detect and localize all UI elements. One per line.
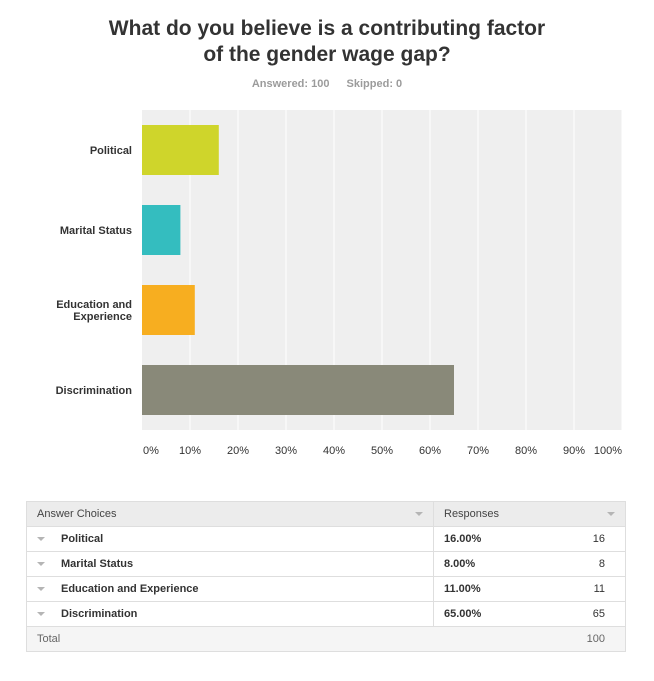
answer-label: Marital Status [61, 558, 134, 570]
count-cell: 16 [592, 533, 605, 545]
count-cell: 8 [598, 558, 605, 570]
chart-title-line-2: of the gender wage gap? [203, 43, 451, 66]
category-label: Political [90, 145, 132, 157]
x-tick-label: 100% [594, 445, 622, 457]
answer-choices-header-label: Answer Choices [37, 508, 117, 520]
percent-cell: 11.00% [433, 577, 521, 601]
expand-caret-icon[interactable] [37, 537, 45, 541]
x-tick-label: 60% [419, 445, 441, 457]
answer-choices-header[interactable]: Answer Choices [27, 502, 433, 526]
x-tick-label: 80% [515, 445, 537, 457]
answer-cell: Discrimination [27, 602, 433, 626]
table-row: Political 16.00% 16 [27, 526, 625, 551]
table-row: Education and Experience 11.00% 11 [27, 576, 625, 601]
table-row: Marital Status 8.00% 8 [27, 551, 625, 576]
bar [142, 205, 181, 255]
answer-cell: Education and Experience [27, 577, 433, 601]
skipped-count: Skipped: 0 [346, 78, 403, 90]
x-tick-label: 90% [563, 445, 585, 457]
table-header-row: Answer Choices Responses [27, 502, 625, 526]
bar [142, 285, 195, 335]
total-label: Total [37, 633, 61, 645]
x-tick-label: 70% [467, 445, 489, 457]
category-label: Education and Experience [56, 299, 132, 323]
x-tick-label: 10% [179, 445, 201, 457]
responses-header-label: Responses [444, 508, 500, 520]
answered-count: Answered: 100 [251, 78, 330, 90]
expand-caret-icon[interactable] [37, 562, 45, 566]
x-tick-label: 0% [143, 445, 159, 457]
x-tick-label: 30% [275, 445, 297, 457]
percent-cell: 16.00% [433, 527, 521, 551]
expand-caret-icon[interactable] [37, 612, 45, 616]
chart-title: What do you believe is a contributing fa… [0, 16, 654, 68]
category-label: Marital Status [60, 225, 132, 237]
responses-header-sort[interactable] [521, 502, 625, 526]
total-count: 100 [586, 633, 605, 645]
x-tick-label: 40% [323, 445, 345, 457]
answer-cell: Political [27, 527, 433, 551]
sort-caret-icon[interactable] [607, 512, 615, 516]
bar [142, 365, 454, 415]
count-cell: 65 [592, 608, 605, 620]
table-total-row: Total 100 [27, 626, 625, 651]
percent-cell: 65.00% [433, 602, 521, 626]
x-tick-label: 50% [371, 445, 393, 457]
sort-caret-icon[interactable] [415, 512, 423, 516]
bar [142, 125, 219, 175]
table-row: Discrimination 65.00% 65 [27, 601, 625, 626]
answer-label: Political [61, 533, 104, 545]
count-cell: 11 [593, 583, 605, 595]
response-summary: Answered: 100 Skipped: 0 [0, 78, 654, 90]
answer-cell: Marital Status [27, 552, 433, 576]
expand-caret-icon[interactable] [37, 587, 45, 591]
percent-cell: 8.00% [433, 552, 521, 576]
category-label: Discrimination [56, 385, 133, 397]
responses-header[interactable]: Responses [433, 502, 521, 526]
responses-table: Answer Choices Responses Political 16.00… [26, 501, 626, 652]
answer-label: Discrimination [61, 608, 138, 620]
x-tick-label: 20% [227, 445, 249, 457]
bar-chart: 0% 10% 20% 30% 40% 50% 60% 70% 80% 90% 100% Politic… [56, 110, 623, 457]
answer-label: Education and Experience [61, 583, 199, 595]
chart-title-line-1: What do you believe is a contributing fa… [108, 17, 546, 40]
total-spacer [433, 627, 521, 651]
